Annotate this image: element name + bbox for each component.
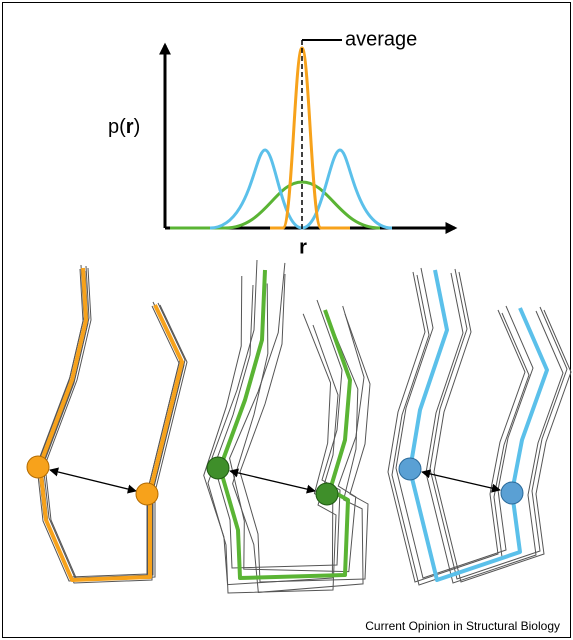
- structure-bimodal: [388, 268, 571, 585]
- figure: average p(r) r Current Opinion in Struct…: [0, 0, 573, 640]
- average-label: average: [345, 28, 417, 50]
- distribution-plot: average p(r) r: [108, 28, 455, 258]
- y-label-part: ): [134, 116, 141, 138]
- broad-curve: [170, 182, 380, 228]
- structure-narrow: [27, 265, 187, 583]
- structure-broad: [197, 260, 370, 593]
- x-axis-label: r: [299, 236, 307, 258]
- y-label-var: r: [126, 116, 134, 138]
- credit: Current Opinion in Structural Biology: [365, 619, 560, 633]
- bimodal-curve: [210, 150, 392, 228]
- y-label-part: p(: [108, 116, 126, 138]
- y-axis-label: p(r): [108, 116, 140, 138]
